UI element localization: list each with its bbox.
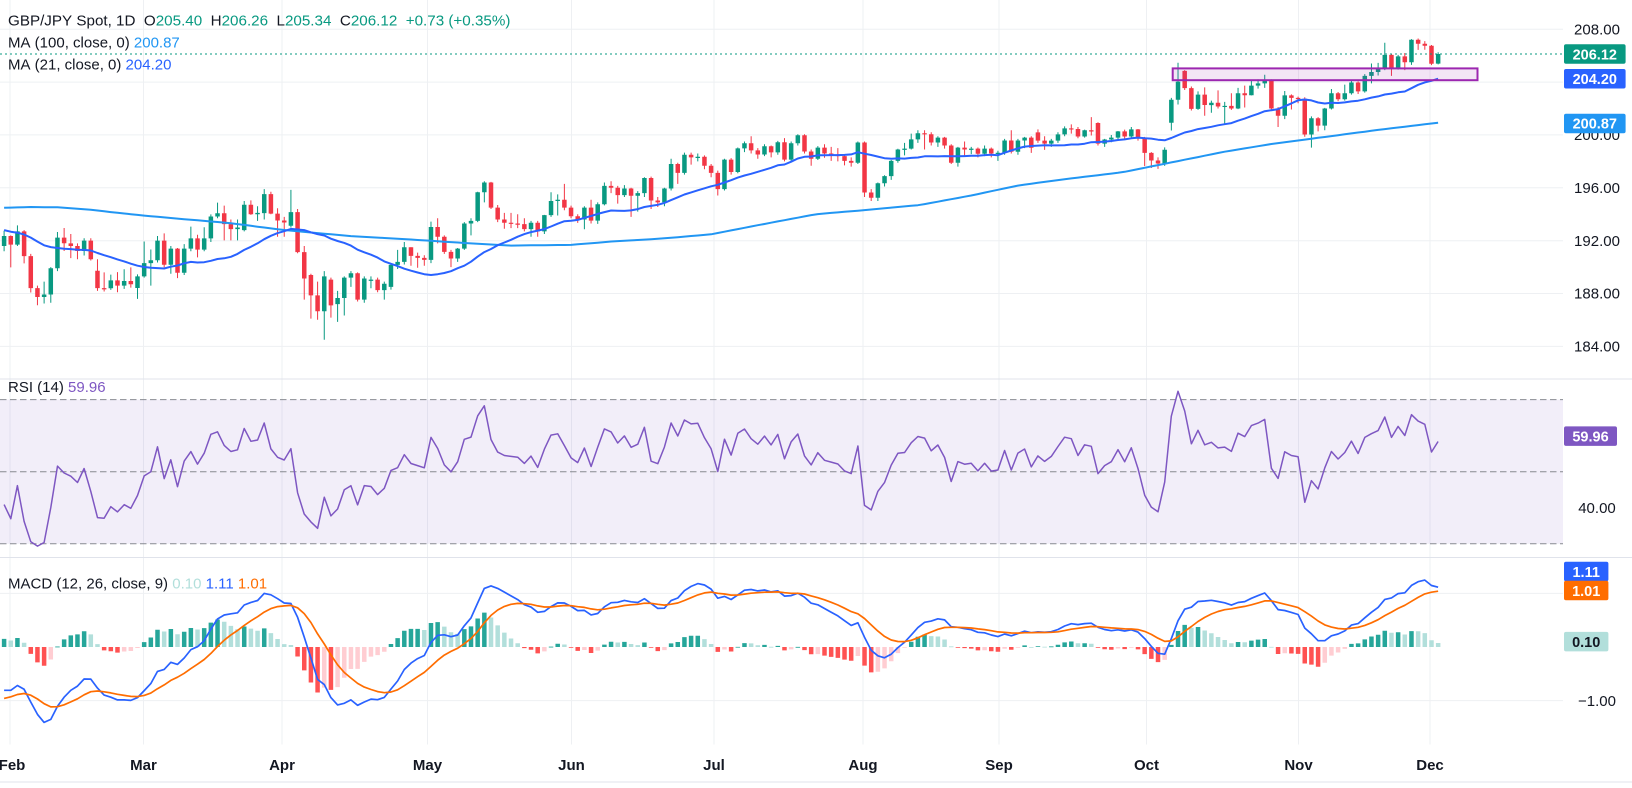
svg-text:Nov: Nov — [1284, 757, 1313, 774]
svg-text:204.20: 204.20 — [1573, 72, 1617, 88]
svg-text:208.00: 208.00 — [1574, 21, 1620, 38]
svg-text:40.00: 40.00 — [1578, 500, 1616, 517]
svg-text:Sep: Sep — [985, 757, 1013, 774]
svg-text:Feb: Feb — [0, 757, 25, 774]
svg-text:196.00: 196.00 — [1574, 180, 1620, 197]
svg-text:206.12: 206.12 — [1573, 47, 1617, 63]
svg-text:Oct: Oct — [1134, 757, 1159, 774]
svg-text:192.00: 192.00 — [1574, 233, 1620, 250]
svg-text:MA (21, close, 0) 204.20: MA (21, close, 0) 204.20 — [8, 57, 171, 74]
svg-text:Mar: Mar — [130, 757, 157, 774]
svg-text:184.00: 184.00 — [1574, 339, 1620, 356]
svg-text:MA (100, close, 0) 200.87: MA (100, close, 0) 200.87 — [8, 35, 180, 52]
svg-text:Jun: Jun — [558, 757, 585, 774]
svg-text:Jul: Jul — [703, 757, 725, 774]
svg-text:MACD (12, 26, close, 9) 0.10 1: MACD (12, 26, close, 9) 0.10 1.11 1.01 — [8, 576, 267, 593]
svg-text:188.00: 188.00 — [1574, 286, 1620, 303]
svg-text:May: May — [413, 757, 443, 774]
svg-text:Aug: Aug — [848, 757, 877, 774]
svg-text:0.10: 0.10 — [1572, 635, 1600, 651]
svg-text:RSI (14) 59.96: RSI (14) 59.96 — [8, 379, 106, 396]
svg-text:Dec: Dec — [1416, 757, 1444, 774]
svg-text:Apr: Apr — [269, 757, 295, 774]
svg-text:GBP/JPY Spot, 1D O205.40 H20: GBP/JPY Spot, 1D O205.40 H206.26 L205.34… — [8, 13, 510, 30]
svg-text:1.01: 1.01 — [1572, 584, 1600, 600]
svg-text:59.96: 59.96 — [1572, 430, 1608, 446]
svg-text:200.87: 200.87 — [1573, 117, 1617, 133]
svg-text:1.11: 1.11 — [1572, 565, 1599, 581]
svg-text:−1.00: −1.00 — [1578, 693, 1616, 710]
